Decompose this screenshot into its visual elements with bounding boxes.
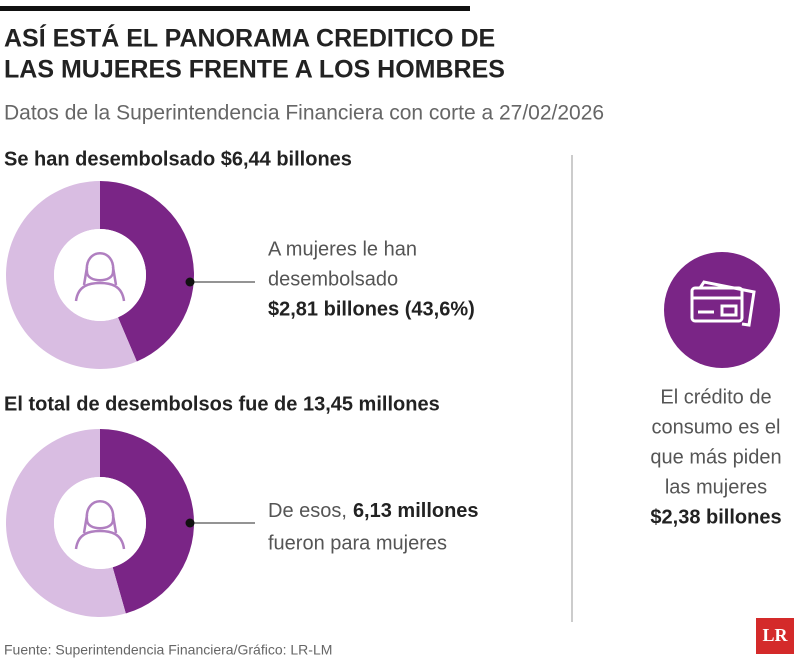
annotation: De esos, 6,13 millones [268, 500, 479, 522]
icon-ring [54, 229, 146, 321]
side-line: que más piden [650, 446, 781, 468]
donut-segment [6, 429, 126, 617]
logo: LR [762, 625, 788, 645]
side-bold: $2,38 billones [650, 506, 781, 528]
annotation: desembolsado [268, 268, 398, 290]
side-line: El crédito de [660, 386, 771, 408]
person-icon [54, 477, 146, 569]
icon-hair [82, 514, 118, 534]
top-rule [0, 6, 470, 11]
annotation-bold: $2,81 billones (43,6%) [268, 298, 475, 320]
annotation: fueron para mujeres [268, 532, 447, 554]
icon-ring [54, 477, 146, 569]
person-icon [54, 229, 146, 321]
chart-heading: El total de desembolsos fue de 13,45 mil… [4, 393, 440, 415]
annotation: A mujeres le han [268, 238, 417, 260]
donut-segment [100, 181, 194, 362]
logo-box [756, 618, 794, 654]
side-line: las mujeres [665, 476, 767, 498]
donut-segment [6, 181, 137, 369]
chart-heading: Se han desembolsado $6,44 billones [4, 148, 352, 170]
card-icon [690, 280, 756, 327]
annotation-bold: 6,13 millones [353, 500, 479, 522]
leader-dot [185, 518, 195, 528]
footer: Fuente: Superintendencia Financiera/Gráf… [4, 642, 332, 658]
icon-body [74, 281, 126, 302]
title-line: LAS MUJERES FRENTE A LOS HOMBRES [4, 56, 505, 84]
subtitle: Datos de la Superintendencia Financiera … [4, 102, 604, 125]
icon-body [74, 529, 126, 550]
side-line: consumo es el [652, 416, 781, 438]
donut-segment [100, 429, 195, 614]
side-text: El crédito de consumo es el que más piden l… [650, 386, 781, 528]
title-line: ASÍ ESTÁ EL PANORAMA CREDITICO DE [4, 24, 495, 53]
icon-hair [82, 266, 118, 286]
annotation-prefix: De esos, [268, 500, 347, 522]
leader-dot [185, 277, 195, 287]
